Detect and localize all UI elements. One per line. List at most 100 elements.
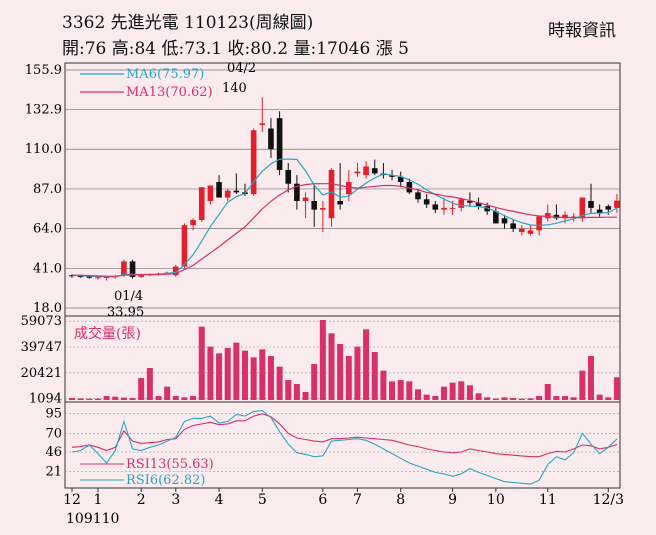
- candle-body: [216, 182, 222, 198]
- volume-bar: [449, 382, 456, 400]
- volume-bar: [354, 346, 361, 400]
- rsi-legend-label: RSI6(62.82): [126, 473, 205, 488]
- candle-body: [259, 123, 266, 126]
- candle-body: [276, 118, 283, 170]
- volume-bar: [311, 364, 318, 400]
- volume-bar: [380, 370, 387, 400]
- volume-bar: [423, 394, 430, 400]
- rsi-panel: 21 46 70 95 RSI13(55.63)RSI6(62.82): [45, 407, 620, 488]
- volume-bar: [579, 370, 586, 400]
- candle-body: [579, 197, 586, 219]
- month-label: 12/3: [593, 492, 624, 508]
- low-date-label: 01/4: [114, 289, 143, 304]
- low-value-label: 33.95: [107, 305, 144, 320]
- month-label: 5: [258, 492, 267, 508]
- candle-body: [544, 213, 551, 219]
- volume-bar: [155, 396, 162, 400]
- candle-body: [285, 169, 292, 184]
- volume-tick-label: 20421: [21, 366, 62, 381]
- candle-body: [415, 192, 421, 200]
- volume-bar: [112, 396, 119, 400]
- legend-label: MA13(70.62): [126, 85, 213, 100]
- volume-bar: [328, 333, 335, 400]
- candle-body: [173, 266, 179, 276]
- volume-bar: [406, 381, 413, 400]
- volume-bar: [588, 356, 594, 400]
- volume-tick-label: 39747: [21, 340, 62, 355]
- volume-bar: [267, 356, 274, 400]
- month-label: 9: [448, 492, 457, 508]
- month-label: 1: [93, 492, 102, 508]
- volume-bar: [190, 396, 197, 400]
- volume-bar: [198, 326, 205, 400]
- candle-body: [363, 166, 369, 176]
- volume-tick-label: 1094: [29, 392, 62, 407]
- candle-body: [320, 207, 326, 210]
- volume-bar: [345, 356, 352, 400]
- volume-bar: [553, 396, 560, 400]
- candle-body: [233, 190, 240, 193]
- rsi-line-1: [71, 413, 618, 458]
- volume-bar: [259, 349, 266, 400]
- volume-bar: [103, 396, 110, 400]
- volume-bar: [544, 384, 551, 400]
- volume-bar: [250, 357, 257, 400]
- volume-bar: [458, 381, 465, 400]
- candle-body: [207, 185, 214, 201]
- panel-frame: [64, 62, 621, 317]
- rsi-line-2: [71, 410, 618, 485]
- volume-bar: [224, 348, 231, 400]
- month-label: 6: [318, 492, 327, 508]
- candle-body: [198, 187, 205, 220]
- candle-body: [121, 261, 127, 276]
- volume-bar: [432, 396, 439, 400]
- volume-bar: [570, 397, 577, 400]
- price-tick-label: 155.9: [25, 63, 62, 78]
- candle-body: [328, 169, 335, 219]
- candle-body: [138, 275, 144, 277]
- candle-body: [536, 216, 542, 231]
- candle-body: [432, 204, 439, 210]
- volume-bar: [371, 352, 378, 400]
- ma-line-1: [71, 158, 618, 278]
- candle-body: [484, 206, 490, 212]
- candle-body: [527, 230, 534, 234]
- candle-body: [614, 200, 620, 208]
- rsi-tick-label: 46: [45, 445, 62, 460]
- volume-tick-label: 59073: [21, 314, 62, 329]
- candle-body: [103, 276, 110, 278]
- candle-body: [467, 200, 473, 203]
- panel-frames: [64, 62, 621, 489]
- month-label: 11: [539, 492, 557, 508]
- candle-body: [562, 214, 568, 219]
- source-label: 時報資訊: [548, 21, 616, 41]
- volume-bar: [613, 377, 620, 400]
- volume-bar: [492, 398, 499, 400]
- volume-bar: [337, 344, 344, 400]
- candle-body: [77, 276, 84, 278]
- volume-bar: [484, 397, 491, 400]
- volume-bar: [466, 385, 473, 400]
- volume-bar: [596, 394, 603, 400]
- volume-bar: [518, 398, 525, 400]
- rsi-tick-label: 70: [45, 426, 62, 441]
- candle-body: [588, 200, 594, 208]
- month-label: 2: [137, 492, 146, 508]
- candle-body: [519, 228, 525, 233]
- volume-bar: [319, 320, 326, 400]
- candle-body: [501, 218, 508, 224]
- volume-bar: [440, 386, 447, 400]
- volume-bar: [527, 398, 534, 400]
- candle-body: [95, 277, 101, 279]
- candle-body: [181, 225, 188, 267]
- volume-bar: [510, 398, 517, 400]
- volume-bar: [138, 378, 145, 400]
- volume-bar: [69, 398, 75, 400]
- volume-bar: [207, 346, 214, 400]
- price-tick-label: 110.0: [25, 142, 62, 157]
- volume-panel: 1094 20421 39747 59073 成交量(張): [21, 314, 620, 407]
- stock-name: 先進光電: [110, 13, 179, 33]
- panel-frame: [64, 401, 621, 489]
